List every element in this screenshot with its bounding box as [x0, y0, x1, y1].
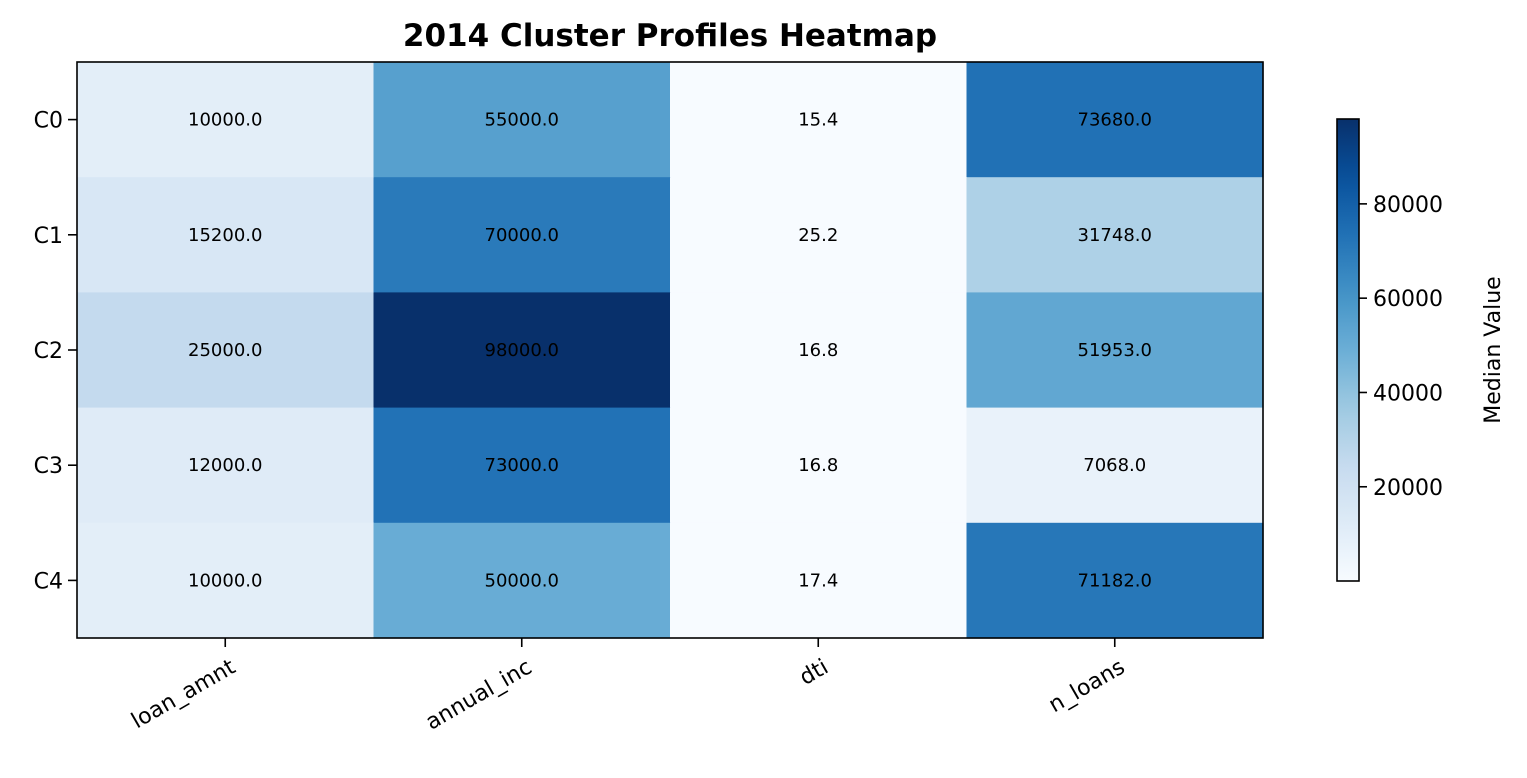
colorbar-label: Median Value	[1481, 276, 1506, 423]
heatmap-cell-labels: 10000.0 55000.0 15.4 73680.0 15200.0 70000.0 2…	[188, 110, 1152, 592]
heatmap-cell	[373, 292, 671, 409]
cell-value-label: 17.4	[798, 570, 838, 591]
heatmap-cell	[670, 62, 968, 178]
heatmap-cell	[966, 522, 1264, 639]
y-axis: C0 C1 C2 C3 C4	[34, 109, 77, 594]
heatmap-cell	[77, 407, 375, 524]
chart-title: 2014 Cluster Profiles Heatmap	[403, 18, 937, 54]
heatmap-cell	[373, 407, 671, 524]
cell-value-label: 31748.0	[1078, 225, 1152, 246]
x-axis: loan_amnt annual_inc dti n_loans	[127, 638, 1129, 735]
x-tick-label: loan_amnt	[127, 655, 240, 735]
cell-value-label: 51953.0	[1078, 340, 1152, 361]
y-tick-label: C2	[34, 339, 63, 364]
heatmap-cell	[77, 522, 375, 639]
heatmap-cells	[77, 62, 1264, 639]
cell-value-label: 70000.0	[485, 225, 559, 246]
colorbar-tick-label: 80000	[1373, 193, 1443, 218]
cell-value-label: 73000.0	[485, 455, 559, 476]
heatmap-cell	[670, 522, 968, 639]
cell-value-label: 25.2	[798, 225, 838, 246]
colorbar-tick-label: 40000	[1373, 381, 1443, 406]
cell-value-label: 73680.0	[1078, 110, 1152, 131]
cell-value-label: 7068.0	[1083, 455, 1146, 476]
heatmap-cell	[966, 177, 1264, 293]
cell-value-label: 98000.0	[485, 340, 559, 361]
heatmap-cell	[373, 177, 671, 293]
colorbar-frame	[1336, 118, 1360, 582]
heatmap-cell	[670, 292, 968, 409]
heatmap-cell	[966, 292, 1264, 409]
cell-value-label: 16.8	[798, 455, 838, 476]
heatmap-cell	[77, 62, 375, 178]
heatmap-cell	[966, 407, 1264, 524]
heatmap-cell	[966, 62, 1264, 178]
x-tick-label: dti	[795, 655, 832, 691]
colorbar-tick-label: 20000	[1373, 476, 1443, 501]
cell-value-label: 50000.0	[485, 570, 559, 591]
heatmap-cell	[373, 62, 671, 178]
heatmap-cell	[77, 292, 375, 409]
cell-value-label: 25000.0	[188, 340, 262, 361]
colorbar-tick-label: 60000	[1373, 287, 1443, 312]
cell-value-label: 55000.0	[485, 110, 559, 131]
heatmap-cell	[77, 177, 375, 293]
cell-value-label: 15.4	[798, 110, 838, 131]
cell-value-label: 10000.0	[188, 110, 262, 131]
cell-value-label: 15200.0	[188, 225, 262, 246]
colorbar: 20000 40000 60000 80000 Median Value	[1336, 118, 1506, 582]
cell-value-label: 12000.0	[188, 455, 262, 476]
y-tick-label: C0	[34, 109, 63, 134]
heatmap-cell	[670, 177, 968, 293]
cell-value-label: 10000.0	[188, 570, 262, 591]
colorbar-gradient	[1337, 119, 1359, 581]
heatmap-cell	[670, 407, 968, 524]
y-tick-label: C1	[34, 224, 63, 249]
cell-value-label: 71182.0	[1078, 570, 1152, 591]
x-tick-label: n_loans	[1045, 655, 1130, 718]
cell-value-label: 16.8	[798, 340, 838, 361]
y-tick-label: C4	[34, 569, 63, 594]
heatmap-cell	[373, 522, 671, 639]
x-tick-label: annual_inc	[422, 655, 537, 736]
y-tick-label: C3	[34, 454, 63, 479]
